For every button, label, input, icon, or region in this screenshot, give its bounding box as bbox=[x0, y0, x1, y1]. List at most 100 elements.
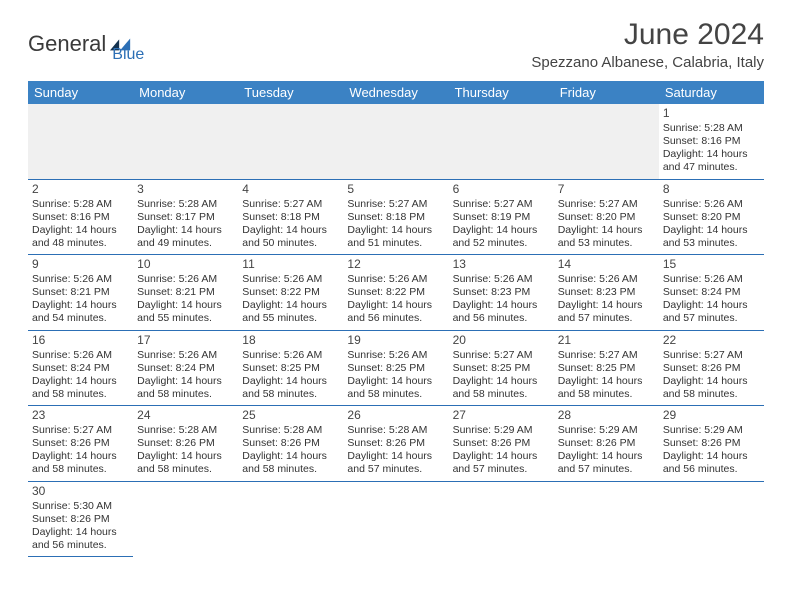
header: General Blue June 2024 Spezzano Albanese… bbox=[0, 0, 792, 75]
sunrise-text: Sunrise: 5:26 AM bbox=[558, 273, 655, 286]
calendar-week-row: 30Sunrise: 5:30 AMSunset: 8:26 PMDayligh… bbox=[28, 481, 764, 557]
calendar-day-cell bbox=[449, 481, 554, 557]
daylight-text: Daylight: 14 hours and 58 minutes. bbox=[32, 450, 129, 476]
sunset-text: Sunset: 8:22 PM bbox=[242, 286, 339, 299]
sunset-text: Sunset: 8:17 PM bbox=[137, 211, 234, 224]
calendar-day-cell: 24Sunrise: 5:28 AMSunset: 8:26 PMDayligh… bbox=[133, 406, 238, 482]
calendar-day-cell: 14Sunrise: 5:26 AMSunset: 8:23 PMDayligh… bbox=[554, 255, 659, 331]
calendar-day-cell: 8Sunrise: 5:26 AMSunset: 8:20 PMDaylight… bbox=[659, 179, 764, 255]
sunset-text: Sunset: 8:16 PM bbox=[663, 135, 760, 148]
day-number: 8 bbox=[663, 182, 760, 197]
daylight-text: Daylight: 14 hours and 53 minutes. bbox=[558, 224, 655, 250]
calendar-week-row: 23Sunrise: 5:27 AMSunset: 8:26 PMDayligh… bbox=[28, 406, 764, 482]
daylight-text: Daylight: 14 hours and 57 minutes. bbox=[558, 299, 655, 325]
sunrise-text: Sunrise: 5:26 AM bbox=[242, 349, 339, 362]
sunrise-text: Sunrise: 5:26 AM bbox=[663, 273, 760, 286]
day-number: 9 bbox=[32, 257, 129, 272]
sunset-text: Sunset: 8:26 PM bbox=[242, 437, 339, 450]
weekday-header: Thursday bbox=[449, 81, 554, 104]
sunset-text: Sunset: 8:18 PM bbox=[242, 211, 339, 224]
sunset-text: Sunset: 8:25 PM bbox=[558, 362, 655, 375]
daylight-text: Daylight: 14 hours and 58 minutes. bbox=[663, 375, 760, 401]
daylight-text: Daylight: 14 hours and 52 minutes. bbox=[453, 224, 550, 250]
calendar-day-cell: 15Sunrise: 5:26 AMSunset: 8:24 PMDayligh… bbox=[659, 255, 764, 331]
weekday-header: Sunday bbox=[28, 81, 133, 104]
calendar-day-cell bbox=[28, 104, 133, 179]
weekday-header: Friday bbox=[554, 81, 659, 104]
sunset-text: Sunset: 8:26 PM bbox=[663, 362, 760, 375]
sunset-text: Sunset: 8:25 PM bbox=[242, 362, 339, 375]
day-number: 17 bbox=[137, 333, 234, 348]
calendar-day-cell bbox=[133, 104, 238, 179]
sunrise-text: Sunrise: 5:28 AM bbox=[242, 424, 339, 437]
daylight-text: Daylight: 14 hours and 58 minutes. bbox=[137, 450, 234, 476]
day-number: 4 bbox=[242, 182, 339, 197]
day-number: 11 bbox=[242, 257, 339, 272]
calendar-day-cell: 10Sunrise: 5:26 AMSunset: 8:21 PMDayligh… bbox=[133, 255, 238, 331]
calendar-day-cell bbox=[554, 481, 659, 557]
daylight-text: Daylight: 14 hours and 53 minutes. bbox=[663, 224, 760, 250]
sunset-text: Sunset: 8:26 PM bbox=[453, 437, 550, 450]
daylight-text: Daylight: 14 hours and 57 minutes. bbox=[558, 450, 655, 476]
calendar-day-cell: 16Sunrise: 5:26 AMSunset: 8:24 PMDayligh… bbox=[28, 330, 133, 406]
day-number: 21 bbox=[558, 333, 655, 348]
sunset-text: Sunset: 8:26 PM bbox=[347, 437, 444, 450]
calendar-day-cell: 11Sunrise: 5:26 AMSunset: 8:22 PMDayligh… bbox=[238, 255, 343, 331]
daylight-text: Daylight: 14 hours and 58 minutes. bbox=[32, 375, 129, 401]
sunrise-text: Sunrise: 5:28 AM bbox=[137, 424, 234, 437]
weekday-header: Tuesday bbox=[238, 81, 343, 104]
sunset-text: Sunset: 8:23 PM bbox=[558, 286, 655, 299]
day-number: 28 bbox=[558, 408, 655, 423]
calendar-day-cell: 27Sunrise: 5:29 AMSunset: 8:26 PMDayligh… bbox=[449, 406, 554, 482]
daylight-text: Daylight: 14 hours and 55 minutes. bbox=[242, 299, 339, 325]
sunrise-text: Sunrise: 5:28 AM bbox=[663, 122, 760, 135]
sunrise-text: Sunrise: 5:26 AM bbox=[137, 273, 234, 286]
sunrise-text: Sunrise: 5:26 AM bbox=[453, 273, 550, 286]
calendar-day-cell: 13Sunrise: 5:26 AMSunset: 8:23 PMDayligh… bbox=[449, 255, 554, 331]
sunset-text: Sunset: 8:25 PM bbox=[453, 362, 550, 375]
day-number: 22 bbox=[663, 333, 760, 348]
daylight-text: Daylight: 14 hours and 48 minutes. bbox=[32, 224, 129, 250]
daylight-text: Daylight: 14 hours and 51 minutes. bbox=[347, 224, 444, 250]
sunrise-text: Sunrise: 5:29 AM bbox=[663, 424, 760, 437]
day-number: 19 bbox=[347, 333, 444, 348]
day-number: 30 bbox=[32, 484, 129, 499]
sunset-text: Sunset: 8:24 PM bbox=[32, 362, 129, 375]
calendar-day-cell: 29Sunrise: 5:29 AMSunset: 8:26 PMDayligh… bbox=[659, 406, 764, 482]
sunset-text: Sunset: 8:26 PM bbox=[558, 437, 655, 450]
day-number: 5 bbox=[347, 182, 444, 197]
calendar-day-cell: 6Sunrise: 5:27 AMSunset: 8:19 PMDaylight… bbox=[449, 179, 554, 255]
daylight-text: Daylight: 14 hours and 57 minutes. bbox=[663, 299, 760, 325]
daylight-text: Daylight: 14 hours and 50 minutes. bbox=[242, 224, 339, 250]
sunset-text: Sunset: 8:26 PM bbox=[137, 437, 234, 450]
sunset-text: Sunset: 8:23 PM bbox=[453, 286, 550, 299]
daylight-text: Daylight: 14 hours and 49 minutes. bbox=[137, 224, 234, 250]
calendar-day-cell bbox=[449, 104, 554, 179]
sunrise-text: Sunrise: 5:30 AM bbox=[32, 500, 129, 513]
calendar-day-cell: 12Sunrise: 5:26 AMSunset: 8:22 PMDayligh… bbox=[343, 255, 448, 331]
sunrise-text: Sunrise: 5:26 AM bbox=[137, 349, 234, 362]
weekday-header: Wednesday bbox=[343, 81, 448, 104]
daylight-text: Daylight: 14 hours and 57 minutes. bbox=[453, 450, 550, 476]
calendar-day-cell: 1Sunrise: 5:28 AMSunset: 8:16 PMDaylight… bbox=[659, 104, 764, 179]
calendar-week-row: 9Sunrise: 5:26 AMSunset: 8:21 PMDaylight… bbox=[28, 255, 764, 331]
daylight-text: Daylight: 14 hours and 58 minutes. bbox=[453, 375, 550, 401]
day-number: 7 bbox=[558, 182, 655, 197]
calendar-week-row: 1Sunrise: 5:28 AMSunset: 8:16 PMDaylight… bbox=[28, 104, 764, 179]
weekday-header: Monday bbox=[133, 81, 238, 104]
day-number: 20 bbox=[453, 333, 550, 348]
daylight-text: Daylight: 14 hours and 56 minutes. bbox=[453, 299, 550, 325]
sunset-text: Sunset: 8:21 PM bbox=[137, 286, 234, 299]
day-number: 24 bbox=[137, 408, 234, 423]
sunset-text: Sunset: 8:25 PM bbox=[347, 362, 444, 375]
sunrise-text: Sunrise: 5:26 AM bbox=[32, 349, 129, 362]
sunset-text: Sunset: 8:24 PM bbox=[137, 362, 234, 375]
day-number: 3 bbox=[137, 182, 234, 197]
daylight-text: Daylight: 14 hours and 58 minutes. bbox=[242, 375, 339, 401]
sunset-text: Sunset: 8:21 PM bbox=[32, 286, 129, 299]
daylight-text: Daylight: 14 hours and 47 minutes. bbox=[663, 148, 760, 174]
day-number: 23 bbox=[32, 408, 129, 423]
calendar-day-cell: 7Sunrise: 5:27 AMSunset: 8:20 PMDaylight… bbox=[554, 179, 659, 255]
daylight-text: Daylight: 14 hours and 58 minutes. bbox=[347, 375, 444, 401]
sunset-text: Sunset: 8:19 PM bbox=[453, 211, 550, 224]
